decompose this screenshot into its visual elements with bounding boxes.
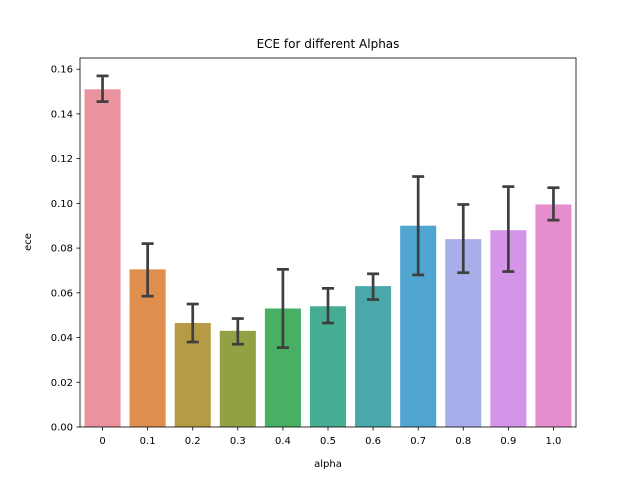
y-tick-label-0.06: 0.06 bbox=[51, 288, 73, 299]
error-bar-1.0 bbox=[547, 186, 560, 222]
bar-1.0 bbox=[535, 204, 572, 427]
error-bar-0.4 bbox=[276, 267, 289, 349]
x-tick-label-0.1: 0.1 bbox=[140, 436, 156, 447]
y-tick-label-0.10: 0.10 bbox=[51, 199, 73, 210]
bars-group bbox=[84, 89, 572, 428]
bar-0 bbox=[84, 89, 121, 428]
x-tick-label-0.6: 0.6 bbox=[365, 436, 381, 447]
y-tick-label-0.02: 0.02 bbox=[51, 378, 73, 389]
chart-title: ECE for different Alphas bbox=[257, 37, 400, 51]
x-tick-label-1.0: 1.0 bbox=[546, 436, 562, 447]
error-bar-0.8 bbox=[457, 203, 470, 275]
y-tick-label-0.12: 0.12 bbox=[51, 154, 73, 165]
x-tick-label-0.5: 0.5 bbox=[320, 436, 336, 447]
error-bar-0.1 bbox=[141, 242, 154, 298]
y-tick-label-0.14: 0.14 bbox=[51, 109, 73, 120]
error-bar-0.6 bbox=[367, 272, 380, 301]
x-axis: 0 0.1 0.2 0.3 0.4 0.5 0.6 0.7 0.8 0.9 1.0 bbox=[99, 427, 561, 447]
x-axis-label: alpha bbox=[314, 459, 342, 470]
y-tick-label-0.08: 0.08 bbox=[51, 244, 73, 255]
error-bar-0.5 bbox=[322, 286, 334, 325]
x-tick-label-0.3: 0.3 bbox=[230, 436, 246, 447]
error-bar-0.7 bbox=[412, 175, 425, 277]
plot-frame bbox=[79, 57, 577, 428]
x-tick-label-0.9: 0.9 bbox=[500, 436, 516, 447]
y-tick-label-0.04: 0.04 bbox=[51, 333, 73, 344]
y-tick-label-0.16: 0.16 bbox=[51, 65, 73, 76]
y-axis: 0.00 0.02 0.04 0.06 0.08 0.10 0.12 0.14 0.16 bbox=[51, 65, 80, 434]
bar-0.3 bbox=[219, 330, 256, 427]
error-bar-0.3 bbox=[231, 317, 244, 346]
error-bar-0.2 bbox=[186, 302, 199, 344]
x-tick-label-0.7: 0.7 bbox=[410, 436, 426, 447]
error-bar-0 bbox=[96, 74, 109, 103]
x-tick-label-0.2: 0.2 bbox=[185, 436, 201, 447]
bar-0.5 bbox=[309, 306, 347, 427]
x-tick-label-0.4: 0.4 bbox=[275, 436, 291, 447]
error-bars-group bbox=[96, 74, 560, 349]
y-tick-label-0.00: 0.00 bbox=[51, 423, 73, 434]
bar-0.6 bbox=[355, 286, 392, 427]
y-axis-label: ece bbox=[23, 233, 34, 251]
error-bar-0.9 bbox=[502, 185, 515, 273]
x-tick-label-0.8: 0.8 bbox=[455, 436, 471, 447]
x-tick-label-0: 0 bbox=[99, 436, 105, 447]
